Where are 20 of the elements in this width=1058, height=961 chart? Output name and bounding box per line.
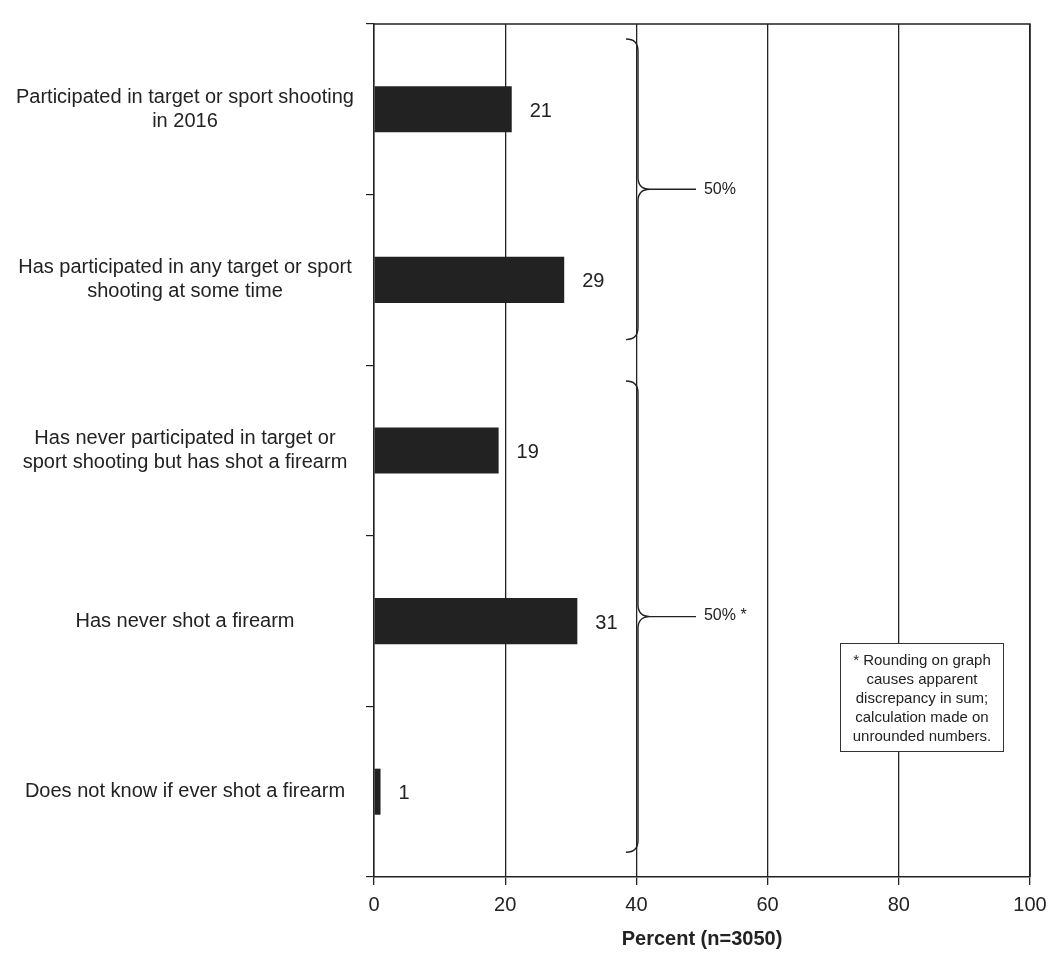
y-tick-label: Does not know if ever shot a firearm <box>24 779 346 802</box>
data-label: 21 <box>529 98 552 121</box>
y-tick-label: Has never shot a firearm <box>75 608 295 631</box>
y-tick-label: Has participated in any target or sport shooting at some time <box>18 255 353 302</box>
x-tick-label: 60 <box>756 892 779 915</box>
x-tick-label: 100 <box>1013 892 1047 915</box>
data-label: 29 <box>582 269 605 292</box>
y-tick-label: Participated in target or sport shooting in 2016 <box>16 84 354 131</box>
data-label: 1 <box>398 781 410 804</box>
data-label: 31 <box>595 610 618 633</box>
annotation: 50% * <box>703 606 747 625</box>
data-label: 19 <box>516 440 539 463</box>
y-tick-label: Has never participated in target or sport shooting but has shot a firearm <box>22 426 348 473</box>
x-axis-title: Percent (n=3050) <box>621 926 783 949</box>
x-tick-label: 80 <box>887 892 910 915</box>
x-tick-label: 40 <box>625 892 648 915</box>
annotation: 50% <box>703 179 736 198</box>
x-tick-label: 20 <box>494 892 517 915</box>
x-tick-label: 0 <box>368 892 380 915</box>
annotation: * Rounding on graph causes apparent discrepancy in sum; calculation made on unrounded numbers. <box>840 643 1004 753</box>
